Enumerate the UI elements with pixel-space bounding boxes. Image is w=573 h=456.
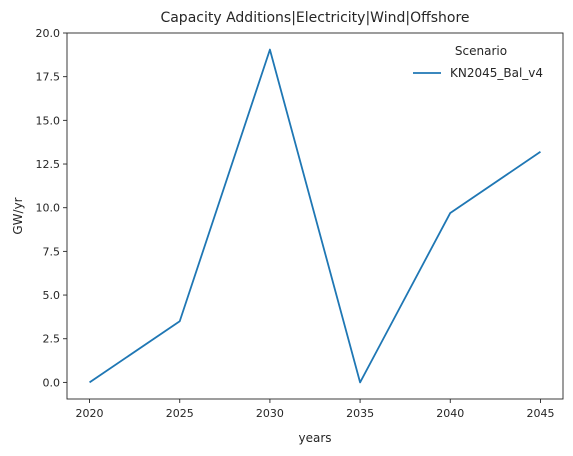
series-line-1 <box>89 48 541 384</box>
y-tick-label: 17.5 <box>36 71 61 84</box>
y-tick-label: 2.5 <box>43 333 61 346</box>
y-tick-label: 10.0 <box>36 202 61 215</box>
y-tick-label: 12.5 <box>36 158 61 171</box>
y-tick-label: 15.0 <box>36 114 61 127</box>
y-axis: 0.0 2.5 5.0 7.5 10.0 12.5 15.0 17.5 20.0 <box>36 27 67 389</box>
series-layer <box>89 48 541 384</box>
legend: Scenario KN2045_Bal_v4 <box>413 44 543 80</box>
x-axis-label: years <box>298 431 331 445</box>
x-tick-label: 2025 <box>166 407 194 420</box>
legend-label-series-1: KN2045_Bal_v4 <box>450 66 543 80</box>
y-axis-label: GW/yr <box>11 197 25 234</box>
axes-frame <box>66 32 564 400</box>
y-tick-label: 7.5 <box>43 245 61 258</box>
y-tick-label: 5.0 <box>43 289 61 302</box>
plot-area <box>66 32 564 400</box>
y-tick-label: 20.0 <box>36 27 61 40</box>
x-tick-label: 2030 <box>256 407 284 420</box>
x-tick-label: 2040 <box>436 407 464 420</box>
y-tick-label: 0.0 <box>43 376 61 389</box>
legend-title: Scenario <box>455 44 507 58</box>
x-axis: 2020 2025 2030 2035 2040 2045 <box>76 399 554 420</box>
x-tick-label: 2045 <box>526 407 554 420</box>
chart-title: Capacity Additions|Electricity|Wind|Offs… <box>160 10 469 26</box>
x-tick-label: 2020 <box>76 407 104 420</box>
x-tick-label: 2035 <box>346 407 374 420</box>
